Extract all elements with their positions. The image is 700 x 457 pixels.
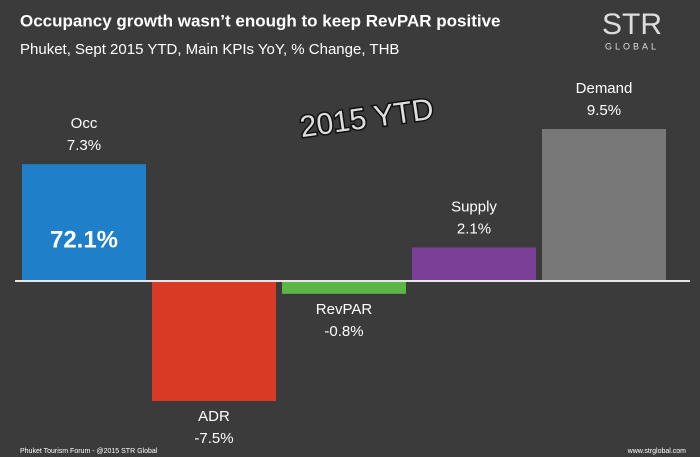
category-label: Supply bbox=[451, 198, 497, 215]
bar bbox=[22, 164, 146, 281]
logo-main: STR bbox=[602, 8, 662, 41]
bar bbox=[412, 247, 536, 281]
chart-title: Occupancy growth wasn’t enough to keep R… bbox=[20, 11, 501, 30]
logo-sub: GLOBAL bbox=[605, 41, 659, 51]
value-label: 2.1% bbox=[457, 220, 491, 237]
bar bbox=[282, 281, 406, 294]
value-label: -7.5% bbox=[194, 430, 233, 447]
category-label: RevPAR bbox=[316, 301, 373, 318]
value-label: -0.8% bbox=[324, 323, 363, 340]
value-label: 9.5% bbox=[587, 102, 621, 119]
value-label: 7.3% bbox=[67, 137, 101, 154]
footer-left: Phuket Tourism Forum - @2015 STR Global bbox=[20, 448, 158, 455]
footer-right: www.strglobal.com bbox=[627, 448, 687, 455]
bar bbox=[542, 129, 666, 281]
bar bbox=[152, 281, 276, 401]
occupancy-level: 72.1% bbox=[50, 226, 118, 253]
category-label: ADR bbox=[198, 408, 230, 425]
category-label: Occ bbox=[71, 115, 98, 132]
category-label: Demand bbox=[576, 80, 633, 97]
chart-subtitle: Phuket, Sept 2015 YTD, Main KPIs YoY, % … bbox=[20, 41, 399, 58]
